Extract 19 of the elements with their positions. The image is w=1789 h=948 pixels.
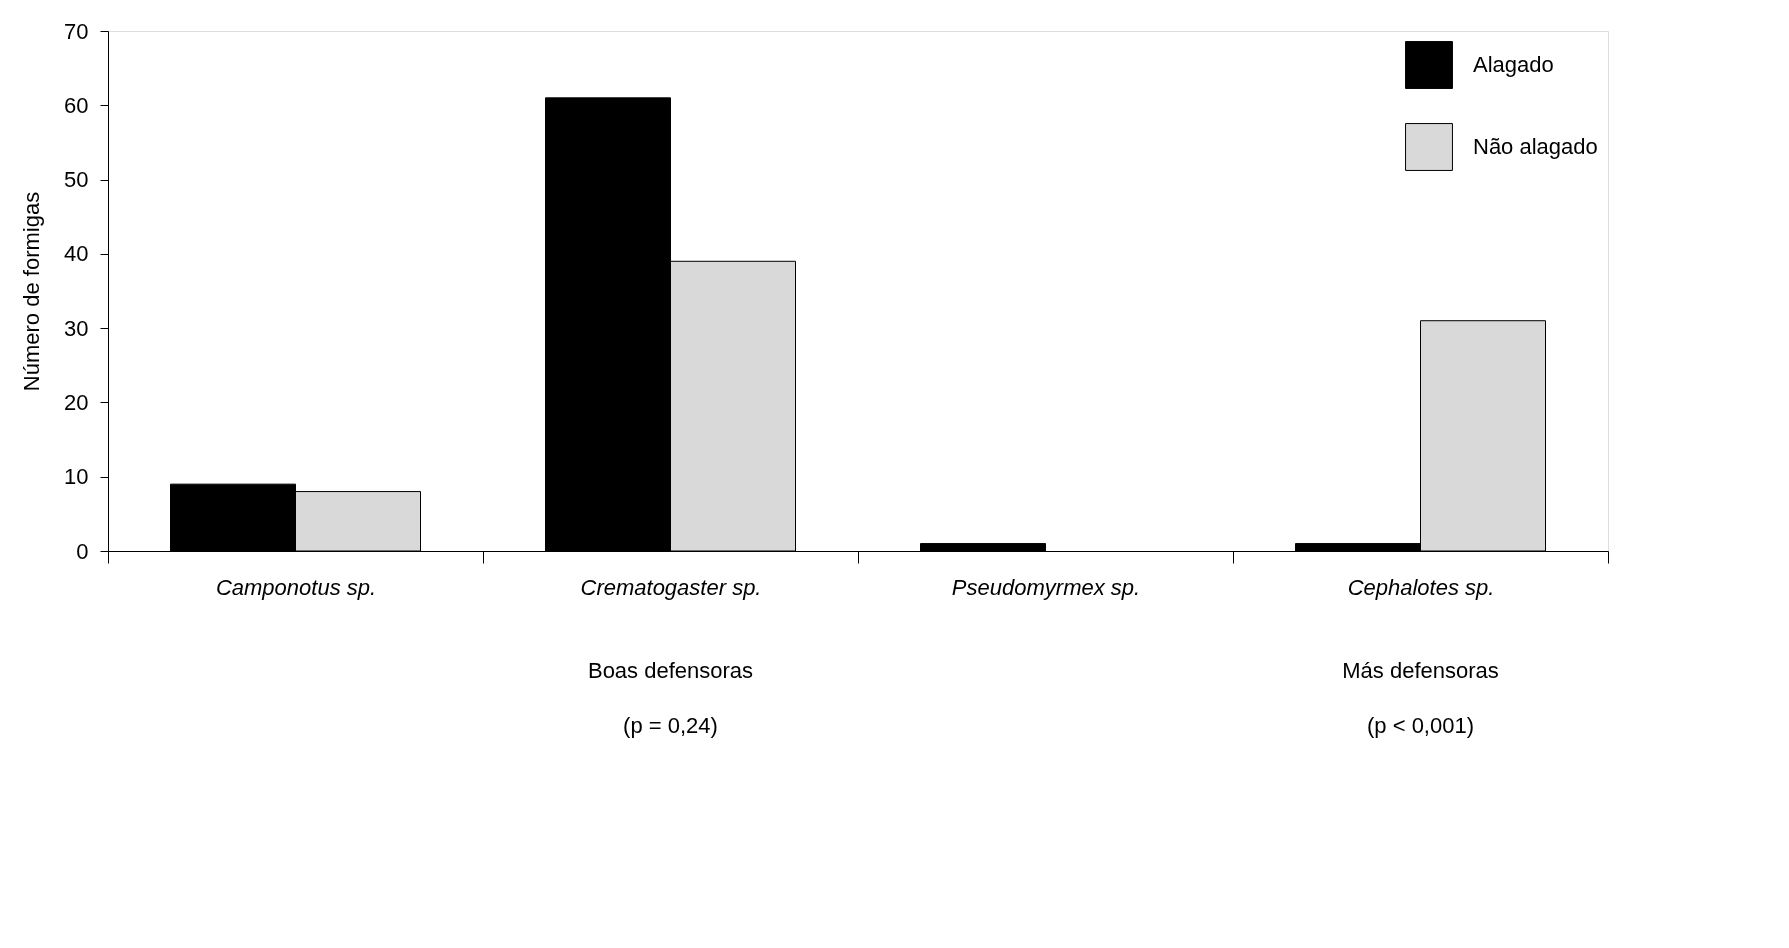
x-tick-label: Pseudomyrmex sp. xyxy=(951,574,1141,600)
legend-label: Alagado xyxy=(1473,52,1554,77)
text: (p = 0,24) xyxy=(623,713,718,738)
y-tick-label: 10 xyxy=(64,464,89,490)
y-tick-label: 20 xyxy=(64,389,89,415)
text: Boas defensoras xyxy=(587,658,754,683)
x-tick-label: Crematogaster sp. xyxy=(580,574,762,600)
x-tick-label: Camponotus sp. xyxy=(215,574,377,600)
x-tick-label: Cephalotes sp. xyxy=(1347,574,1495,600)
y-tick-label: 50 xyxy=(64,167,89,193)
text: Más defensoras xyxy=(1342,658,1499,683)
y-tick-label: 60 xyxy=(64,92,89,118)
legend-label: Não alagado xyxy=(1473,134,1598,159)
y-tick-label: 0 xyxy=(76,538,89,564)
y-axis-title: Número de formigas xyxy=(19,191,45,392)
text: (p < 0,001) xyxy=(1366,713,1475,738)
y-tick-label: 30 xyxy=(64,315,89,341)
y-tick-label: 70 xyxy=(64,18,89,44)
y-tick-label: 40 xyxy=(64,241,89,267)
